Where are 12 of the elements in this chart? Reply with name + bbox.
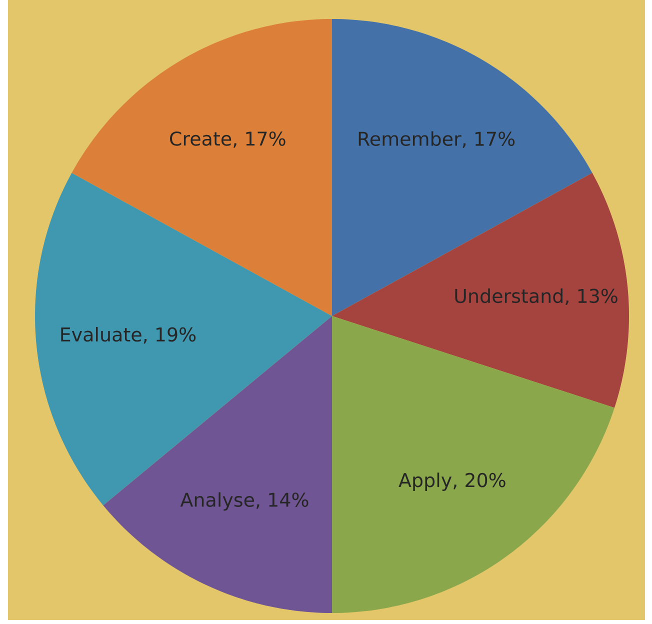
data-label: , 13% — [566, 288, 618, 306]
data-label: , 14% — [256, 492, 308, 509]
slice-label: Understand — [455, 288, 562, 304]
slice-label: Evaluate — [61, 326, 142, 342]
data-label: , 17% — [462, 132, 515, 148]
data-label: , 17% — [234, 131, 286, 148]
data-label: , 20% — [454, 472, 506, 490]
data-label: , 19% — [144, 327, 196, 344]
slice-label: Create — [170, 131, 232, 146]
slice-label: Remember — [358, 131, 462, 146]
slice-label: Apply — [398, 472, 452, 491]
slice-label: Analyse — [180, 492, 254, 511]
